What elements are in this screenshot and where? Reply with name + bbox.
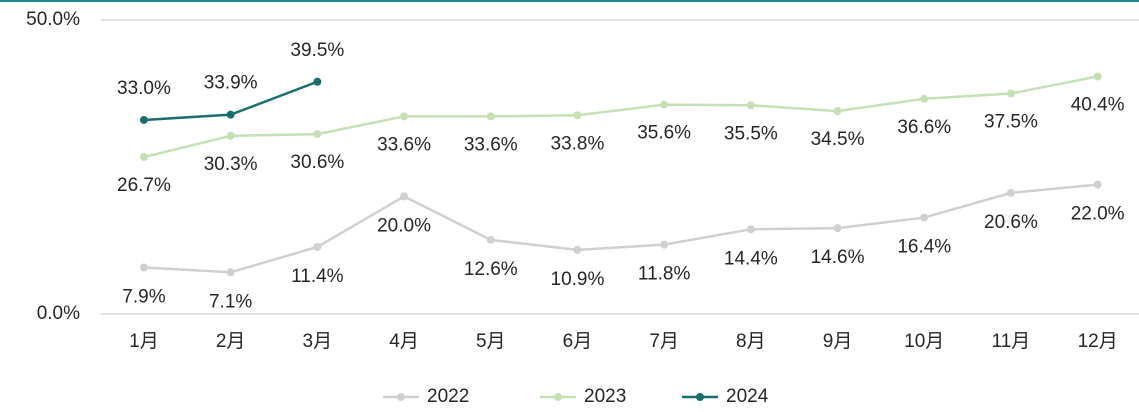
data-point [573,245,582,254]
x-tick-label: 10月 [904,331,944,352]
data-label: 14.6% [811,247,865,268]
legend-label: 2023 [584,386,626,407]
data-point [1006,188,1015,197]
legend-marker [554,393,562,401]
data-point [746,225,755,234]
data-label: 16.4% [897,237,951,258]
data-point [226,131,235,140]
data-label: 14.4% [724,248,778,269]
data-label: 11.8% [638,264,691,285]
data-point [833,224,842,233]
x-tick-label: 11月 [992,331,1031,352]
x-tick-label: 2月 [216,331,246,352]
data-point [1093,72,1102,81]
x-tick-label: 7月 [649,331,679,352]
data-label: 20.0% [377,215,431,236]
data-label: 7.1% [209,291,252,312]
x-tick-label: 1月 [129,331,159,352]
legend-marker [397,393,405,401]
data-label: 10.9% [551,269,605,290]
data-label: 37.5% [984,112,1038,133]
data-label: 33.0% [117,78,171,99]
y-tick-label: 50.0% [26,9,80,30]
data-point [139,115,148,124]
data-label: 35.6% [637,123,691,144]
data-label: 30.3% [204,154,258,175]
legend-label: 2024 [726,386,769,407]
data-point [226,110,235,119]
top-border [0,0,1139,2]
data-point [139,153,148,162]
x-tick-label: 6月 [563,331,593,352]
data-point [920,213,929,222]
data-label: 11.4% [291,266,344,287]
data-label: 30.6% [290,152,344,173]
data-label: 33.6% [377,134,431,155]
data-label: 22.0% [1071,204,1125,225]
data-label: 12.6% [464,259,518,280]
data-point [486,235,495,244]
data-label: 39.5% [290,40,344,61]
legend-marker [696,393,704,401]
data-point [660,100,669,109]
x-tick-label: 9月 [823,331,853,352]
data-label: 36.6% [897,117,951,138]
data-point [400,192,409,201]
x-tick-label: 3月 [303,331,333,352]
data-point [400,112,409,121]
series-line [143,183,1098,274]
x-tick-label: 12月 [1078,331,1118,352]
data-point [139,263,148,272]
data-point [746,101,755,110]
data-point [313,77,322,86]
series-line [143,75,1098,159]
data-label: 35.5% [724,123,778,144]
data-point [920,94,929,103]
x-tick-label: 4月 [389,331,419,352]
legend-label: 2022 [427,386,469,407]
data-label: 33.8% [551,133,605,154]
data-point [1006,89,1015,98]
x-tick-label: 8月 [736,331,766,352]
data-point [313,130,322,139]
data-label: 7.9% [122,287,165,308]
data-label: 33.6% [464,134,518,155]
data-point [313,242,322,251]
data-label: 20.6% [984,212,1038,233]
data-point [1093,180,1102,189]
data-label: 34.5% [811,129,865,150]
data-point [226,268,235,277]
data-label: 26.7% [117,175,171,196]
data-point [660,240,669,249]
x-tick-label: 5月 [476,331,506,352]
data-label: 33.9% [204,73,258,94]
data-point [833,107,842,116]
data-point [486,112,495,121]
data-point [573,111,582,120]
data-label: 40.4% [1071,94,1125,115]
y-tick-label: 0.0% [37,303,80,324]
